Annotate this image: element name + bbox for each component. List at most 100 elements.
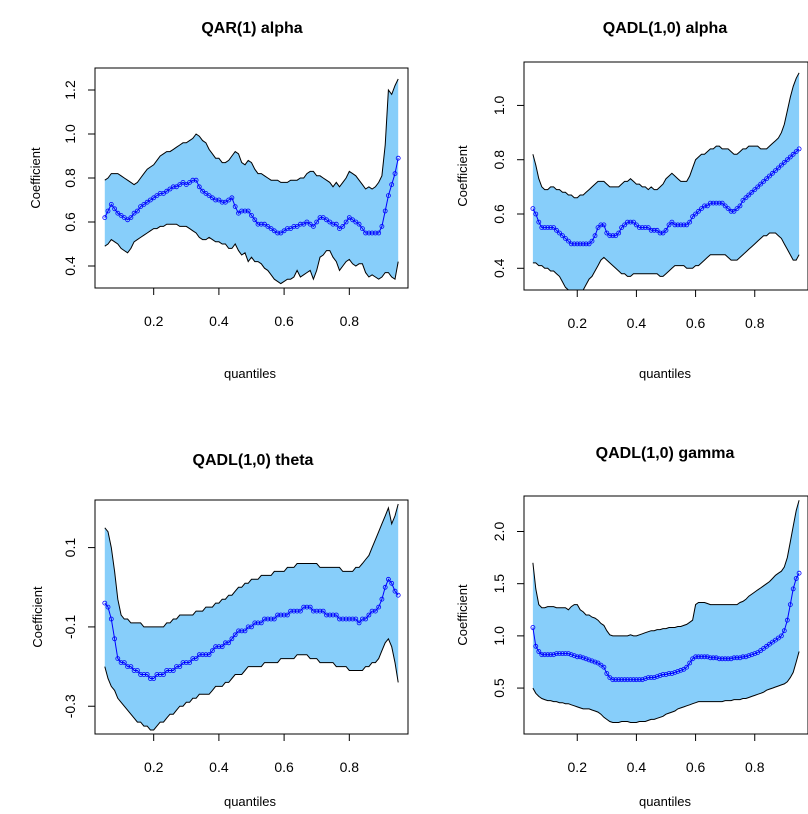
estimate-point [281, 228, 287, 234]
estimate-point [731, 655, 737, 661]
estimate-point [141, 672, 147, 677]
estimate-point [577, 654, 583, 660]
estimate-point [660, 230, 666, 236]
y-tick-label: 0.6 [62, 212, 78, 232]
plot-frame [523, 61, 808, 291]
estimate-point [128, 664, 134, 669]
estimate-point [112, 636, 117, 642]
plot-frame [523, 495, 808, 735]
estimate-point [268, 616, 274, 622]
estimate-point [193, 177, 199, 183]
chart-title: QADL(1,0) theta [193, 452, 314, 469]
estimate-point [320, 608, 326, 614]
estimate-point [586, 241, 592, 247]
estimate-point [294, 608, 300, 614]
estimate-point [376, 230, 382, 236]
estimate-point [672, 670, 678, 675]
estimate-point [382, 208, 388, 214]
estimate-point [678, 222, 684, 228]
estimate-point [157, 672, 163, 677]
estimate-point [252, 620, 258, 626]
estimate-point [275, 612, 281, 618]
estimate-point [675, 222, 681, 228]
estimate-point [363, 230, 369, 236]
estimate-point [654, 674, 660, 679]
estimate-point [138, 204, 144, 210]
estimate-point [170, 184, 176, 190]
estimate-point [634, 677, 639, 683]
estimate-point [131, 210, 137, 216]
estimate-point [708, 200, 713, 206]
estimate-point [183, 660, 189, 665]
estimate-point [784, 157, 790, 163]
estimate-point [669, 219, 675, 225]
x-axis-label: quantiles [224, 366, 277, 381]
estimate-point [740, 654, 746, 660]
estimate-point [790, 151, 796, 157]
estimate-point [180, 179, 186, 185]
estimate-point [151, 195, 157, 201]
estimate-point [307, 221, 313, 227]
estimate-point [752, 651, 758, 656]
estimate-point [639, 225, 645, 231]
estimate-point [125, 217, 130, 223]
estimate-point [105, 604, 111, 610]
estimate-point [631, 677, 636, 683]
estimate-point [203, 190, 209, 196]
estimate-point [278, 612, 284, 618]
estimate-point [557, 230, 562, 236]
estimate-point [317, 215, 323, 221]
estimate-point [560, 651, 565, 656]
estimate-point [327, 219, 333, 225]
estimate-point [350, 616, 356, 622]
estimate-point [574, 654, 580, 660]
estimate-point [190, 177, 196, 183]
estimate-point [372, 608, 378, 614]
estimate-point [196, 652, 202, 658]
estimate-point [725, 656, 731, 662]
estimate-point [770, 170, 775, 176]
estimate-point [141, 201, 147, 207]
estimate-point [213, 644, 219, 650]
estimate-point [180, 660, 186, 665]
estimate-point [346, 215, 352, 221]
estimate-point [607, 233, 613, 239]
estimate-line [532, 572, 800, 681]
estimate-point [320, 215, 326, 221]
x-tick-label: 0.2 [144, 759, 164, 775]
estimate-point [710, 200, 716, 206]
estimate-point [183, 182, 189, 188]
estimate-point [595, 225, 601, 231]
estimate-point [793, 576, 799, 581]
estimate-point [131, 668, 137, 673]
x-tick-label: 0.2 [568, 315, 588, 331]
estimate-point [219, 199, 225, 205]
estimate-point [265, 223, 271, 229]
estimate-point [389, 182, 395, 188]
estimate-point [793, 149, 799, 155]
estimate-point [758, 181, 764, 187]
estimate-line [532, 148, 800, 245]
estimate-point [699, 206, 704, 212]
estimate-point [222, 199, 228, 205]
estimate-point [128, 215, 134, 221]
estimate-point [568, 241, 574, 247]
estimate-point [536, 219, 542, 225]
estimate-point [634, 222, 639, 228]
estimate-point [242, 628, 248, 634]
estimate-point [209, 195, 215, 201]
estimate-point [542, 225, 548, 231]
estimate-point [761, 178, 766, 184]
estimate-point [288, 226, 294, 232]
estimate-point [392, 171, 398, 177]
estimate-point [297, 221, 303, 227]
estimate-point [716, 656, 722, 662]
estimate-point [571, 653, 577, 659]
estimate-point [226, 197, 232, 203]
estimate-point [271, 228, 277, 234]
estimate-point [216, 644, 222, 650]
estimate-point [258, 221, 264, 227]
plot-area [530, 72, 802, 290]
estimate-point [366, 612, 372, 618]
upper-bound-line [532, 72, 800, 199]
